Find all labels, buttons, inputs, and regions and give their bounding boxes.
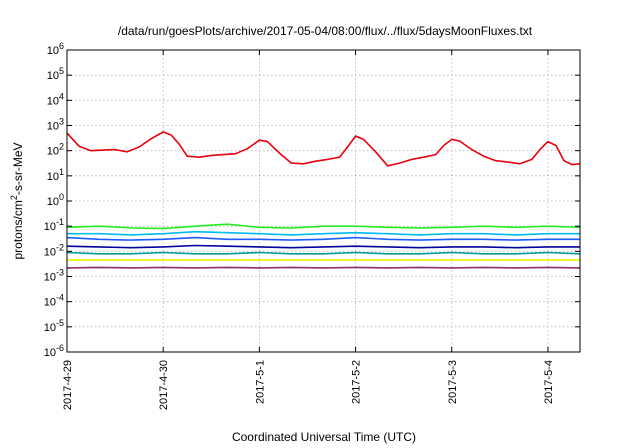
y-tick-exp: 5 xyxy=(59,66,64,76)
y-axis-title-rest: -s-sr-MeV xyxy=(11,142,25,195)
y-tick-exp: 0 xyxy=(59,192,64,202)
y-tick-exp: -2 xyxy=(56,242,64,252)
y-tick-base: 10 xyxy=(47,171,59,183)
series-line-1 xyxy=(66,131,581,167)
series-line-6 xyxy=(66,251,581,255)
y-tick-label: 103 xyxy=(47,117,64,133)
x-tick-label: 2017-4-29 xyxy=(62,360,74,410)
y-tick-label: 100 xyxy=(47,192,64,208)
y-tick-label: 101 xyxy=(47,167,64,183)
x-tick-label: 2017-5-3 xyxy=(447,360,459,404)
y-tick-exp: 1 xyxy=(59,167,64,177)
y-tick-exp: -4 xyxy=(56,293,64,303)
y-tick-base: 10 xyxy=(47,70,59,82)
y-tick-label: 10-6 xyxy=(44,343,64,359)
y-tick-label: 105 xyxy=(47,66,64,82)
chart-title: /data/run/goesPlots/archive/2017-05-04/0… xyxy=(118,24,533,38)
y-tick-exp: -6 xyxy=(56,343,64,353)
y-tick-label: 102 xyxy=(47,142,64,158)
y-tick-exp: 3 xyxy=(59,117,64,127)
y-tick-label: 10-5 xyxy=(44,318,64,334)
x-tick-label: 2017-5-4 xyxy=(543,360,555,404)
series-line-5 xyxy=(66,244,580,249)
series-line-4 xyxy=(66,236,580,241)
x-tick-label: 2017-5-1 xyxy=(254,360,266,404)
y-tick-base: 10 xyxy=(44,297,56,309)
x-axis: 2017-4-29 2017-4-30 2017-5-1 2017-5-2 2017-5… xyxy=(62,50,555,410)
y-axis-title: protons/cm2-s-sr-MeV xyxy=(9,142,25,259)
y-tick-base: 10 xyxy=(44,347,56,359)
y-tick-base: 10 xyxy=(44,221,56,233)
series-line-8 xyxy=(66,266,581,269)
grid xyxy=(67,50,580,352)
y-tick-base: 10 xyxy=(47,45,59,57)
y-tick-base: 10 xyxy=(47,121,59,133)
y-axis-title-sup: 2 xyxy=(9,195,19,200)
y-tick-base: 10 xyxy=(44,272,56,284)
y-tick-exp: 2 xyxy=(59,142,64,152)
y-tick-label: 10-1 xyxy=(44,217,64,233)
y-axis: 10-610-510-410-310-210-11001011021031041… xyxy=(44,41,580,359)
y-tick-base: 10 xyxy=(44,322,56,334)
y-tick-exp: 4 xyxy=(59,91,64,101)
y-axis-title-base: protons/cm xyxy=(11,200,25,259)
x-axis-title: Coordinated Universal Time (UTC) xyxy=(232,430,416,444)
y-tick-exp: -3 xyxy=(56,268,64,278)
series-group xyxy=(66,131,581,269)
series-line-2 xyxy=(66,223,581,230)
y-tick-label: 104 xyxy=(47,91,64,107)
x-tick-label: 2017-4-30 xyxy=(158,360,170,410)
y-tick-base: 10 xyxy=(44,246,56,258)
y-tick-base: 10 xyxy=(47,146,59,158)
y-tick-base: 10 xyxy=(47,196,59,208)
y-tick-label: 106 xyxy=(47,41,64,57)
x-tick-label: 2017-5-2 xyxy=(351,360,363,404)
y-tick-label: 10-2 xyxy=(44,242,64,258)
y-tick-exp: -1 xyxy=(56,217,64,227)
y-tick-exp: -5 xyxy=(56,318,64,328)
y-tick-base: 10 xyxy=(47,95,59,107)
series-line-3 xyxy=(67,230,580,236)
y-tick-label: 10-4 xyxy=(44,293,64,309)
y-tick-label: 10-3 xyxy=(44,268,64,284)
y-tick-exp: 6 xyxy=(59,41,64,51)
